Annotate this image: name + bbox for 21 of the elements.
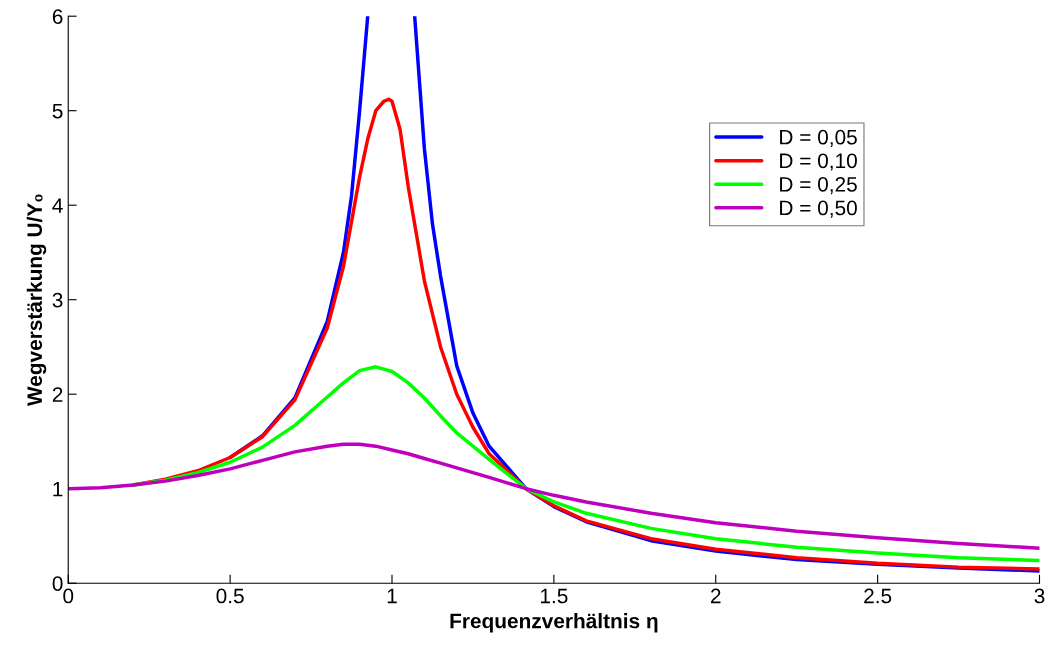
x-tick-label: 2 [711, 588, 721, 604]
y-tick-label: 6 [52, 9, 63, 24]
legend-label: D = 0,10 [780, 153, 857, 171]
x-tick-label: 2.5 [864, 588, 892, 604]
legend-label: D = 0,05 [780, 129, 857, 148]
x-tick-label: 0 [63, 588, 74, 604]
y-tick-label: 2 [52, 387, 63, 402]
x-axis-title: Frequenzverhältnis η [450, 613, 658, 633]
line-series [68, 442, 1040, 550]
y-tick-label: 5 [52, 103, 63, 119]
x-tick-label: 1.5 [540, 588, 568, 604]
y-tick-label: 0 [52, 576, 63, 591]
y-tick-label: 3 [52, 292, 63, 308]
y-tick-label: 1 [53, 481, 63, 497]
x-tick-label: 3 [1034, 588, 1045, 604]
legend-label: D = 0,50 [780, 200, 857, 218]
x-tick-label: 1 [387, 588, 397, 604]
y-tick-label: 4 [52, 198, 63, 213]
y-axis-title: Wegverstärkung U/Y₀ [26, 194, 47, 407]
x-tick-label: 0.5 [216, 588, 244, 604]
legend-label: D = 0,25 [780, 176, 857, 195]
